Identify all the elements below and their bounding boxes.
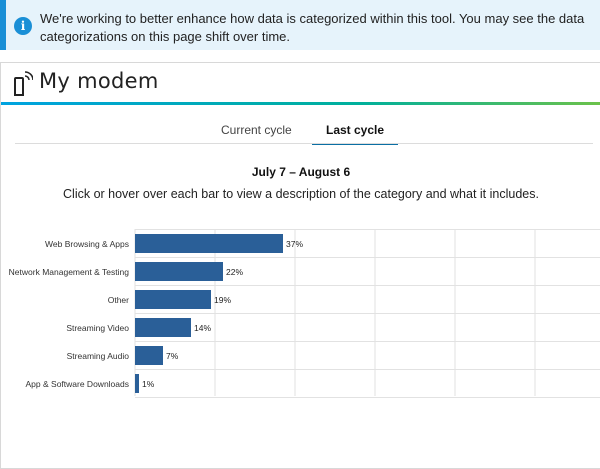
bar-value-label: 22% [226,267,243,277]
category-label: Network Management & Testing [9,267,130,277]
modem-card: My modem Current cycle Last cycle July 7… [0,62,600,469]
bar-value-label: 19% [214,295,231,305]
cycle-tabs: Current cycle Last cycle [1,115,600,145]
info-banner: i We're working to better enhance how da… [0,0,600,50]
modem-icon [14,71,33,96]
bar-value-label: 14% [194,323,211,333]
bar[interactable] [135,290,211,309]
category-label: Streaming Audio [67,351,130,361]
bar-value-label: 37% [286,239,303,249]
bar[interactable] [135,234,283,253]
card-header: My modem [1,63,600,103]
tab-current-cycle[interactable]: Current cycle [221,123,292,137]
bar[interactable] [135,374,139,393]
category-label: Web Browsing & Apps [45,239,129,249]
tab-last-cycle[interactable]: Last cycle [312,123,399,145]
info-icon: i [14,17,32,35]
category-label: Streaming Video [66,323,129,333]
category-label: App & Software Downloads [26,379,129,389]
banner-text: We're working to better enhance how data… [40,11,585,44]
bar-value-label: 7% [166,351,179,361]
card-title: My modem [39,69,159,93]
bar[interactable] [135,346,163,365]
accent-divider [1,102,600,105]
bar[interactable] [135,262,223,281]
tabs-divider [15,143,593,144]
chart-instruction: Click or hover over each bar to view a d… [63,187,539,201]
bar[interactable] [135,318,191,337]
bar-value-label: 1% [142,379,155,389]
date-range: July 7 – August 6 [251,165,351,179]
category-label: Other [108,295,129,305]
